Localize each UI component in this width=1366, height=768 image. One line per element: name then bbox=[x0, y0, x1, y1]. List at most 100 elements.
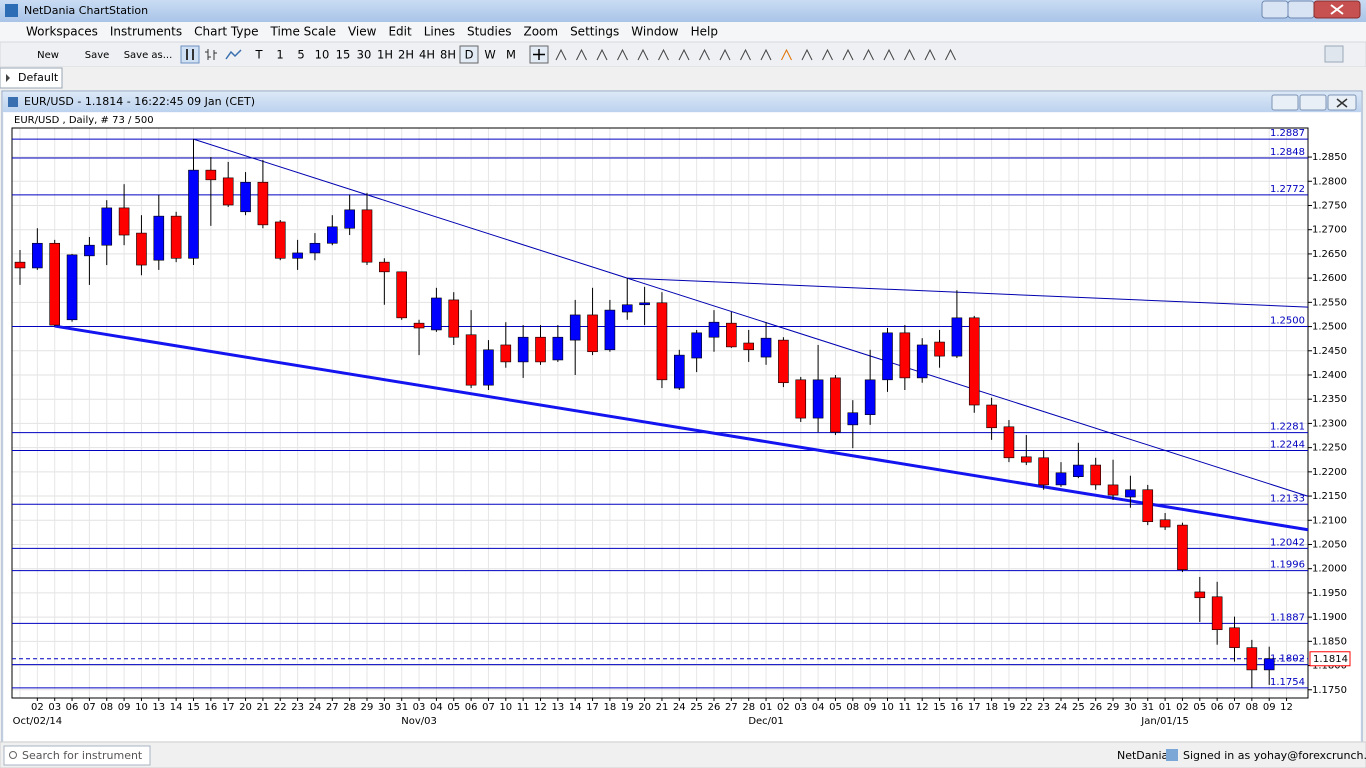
timescale-button[interactable]: W bbox=[484, 48, 495, 62]
x-tick-label: 27 bbox=[326, 702, 339, 713]
candle-body bbox=[760, 337, 772, 358]
tool-icon[interactable] bbox=[863, 48, 874, 61]
tab[interactable] bbox=[0, 67, 63, 89]
candle-body bbox=[569, 314, 581, 341]
timescale-button[interactable]: 1H bbox=[377, 48, 393, 62]
y-tick-label: 1.2200 bbox=[1312, 467, 1347, 478]
timescale-button[interactable]: 15 bbox=[336, 48, 351, 62]
candle-body bbox=[1125, 489, 1136, 498]
timescale-button[interactable]: 8H bbox=[440, 48, 456, 62]
y-tick-label: 1.2350 bbox=[1312, 394, 1347, 405]
candle-body bbox=[465, 334, 477, 386]
line-icon[interactable] bbox=[225, 49, 242, 60]
timescale-button[interactable]: 10 bbox=[315, 48, 330, 62]
x-tick-label: 07 bbox=[1228, 702, 1241, 713]
x-tick-label: 10 bbox=[135, 702, 148, 713]
search-box[interactable] bbox=[3, 745, 151, 766]
y-tick-label: 1.2500 bbox=[1312, 322, 1347, 333]
tool-icon[interactable] bbox=[699, 48, 710, 61]
menu-item[interactable]: Workspaces bbox=[26, 25, 98, 39]
toolbar-button[interactable]: Save as... bbox=[124, 50, 173, 61]
x-tick-label: 23 bbox=[291, 702, 304, 713]
menu-item[interactable]: Chart Type bbox=[194, 25, 258, 39]
menu-item[interactable]: Help bbox=[691, 25, 718, 39]
crosshair-icon[interactable] bbox=[533, 49, 545, 60]
menu-item[interactable]: Studies bbox=[467, 25, 512, 39]
menu-item[interactable]: Settings bbox=[570, 25, 619, 39]
candle-body bbox=[673, 354, 685, 389]
panel-toggle[interactable] bbox=[1324, 45, 1344, 63]
timescale-button[interactable]: 4H bbox=[419, 48, 435, 62]
candle-body bbox=[934, 341, 945, 357]
menu-item[interactable]: Lines bbox=[424, 25, 455, 39]
candle-body bbox=[639, 302, 650, 306]
menu-item[interactable]: Zoom bbox=[523, 25, 558, 39]
tool-icon[interactable] bbox=[555, 48, 567, 61]
x-tick-label: 30 bbox=[378, 702, 391, 713]
candle-body bbox=[621, 304, 633, 313]
y-tick-label: 1.2250 bbox=[1312, 443, 1347, 454]
chart-minimize[interactable] bbox=[1271, 94, 1299, 111]
tool-icon[interactable] bbox=[883, 48, 895, 61]
timescale-button[interactable]: D bbox=[465, 48, 474, 62]
candle-body bbox=[344, 209, 355, 229]
chart-restore[interactable] bbox=[1299, 94, 1327, 111]
tool-icon[interactable] bbox=[760, 48, 772, 61]
toolbar-button-selected[interactable] bbox=[180, 45, 200, 64]
tool-icon[interactable] bbox=[781, 48, 792, 61]
x-tick-label: 24 bbox=[673, 702, 686, 713]
x-tick-label: 28 bbox=[742, 702, 755, 713]
toolbar-button[interactable]: Save bbox=[85, 50, 110, 61]
tool-icon[interactable] bbox=[822, 48, 833, 61]
menu-item[interactable]: Instruments bbox=[110, 25, 182, 39]
tool-icon[interactable] bbox=[801, 48, 813, 61]
tool-icon[interactable] bbox=[678, 48, 690, 61]
timescale-button[interactable]: 5 bbox=[297, 48, 304, 62]
minimize-button[interactable] bbox=[1261, 0, 1289, 19]
tool-icon[interactable] bbox=[904, 48, 915, 61]
tool-icon[interactable] bbox=[596, 48, 608, 61]
tool-icon[interactable] bbox=[740, 48, 751, 61]
candle-body bbox=[795, 379, 807, 419]
candle-body bbox=[535, 336, 546, 363]
trendline bbox=[54, 324, 1309, 532]
menu-item[interactable]: Time Scale bbox=[269, 25, 335, 39]
timescale-button[interactable]: T bbox=[254, 48, 263, 62]
tool-icon[interactable] bbox=[719, 48, 731, 61]
bar-icon[interactable] bbox=[205, 49, 217, 60]
level-label: 1.1754 bbox=[1270, 677, 1305, 688]
candle-body bbox=[136, 232, 147, 266]
timescale-button[interactable]: 1 bbox=[276, 48, 283, 62]
tool-icon[interactable] bbox=[576, 48, 587, 61]
search-placeholder[interactable]: Search for instrument bbox=[22, 749, 143, 762]
tool-icon[interactable] bbox=[617, 48, 628, 61]
timescale-selected[interactable] bbox=[459, 45, 479, 64]
menu-item[interactable]: Window bbox=[631, 25, 679, 39]
tool-icon[interactable] bbox=[842, 48, 854, 61]
tool-icon[interactable] bbox=[658, 48, 669, 61]
maximize-button[interactable] bbox=[1287, 0, 1315, 19]
timescale-button[interactable]: 2H bbox=[398, 48, 414, 62]
toolbar-items: New Save Save as... T 1 5 10 15 30 1H 2H 4H 8H D W M bbox=[37, 45, 956, 64]
candle-body bbox=[691, 332, 702, 359]
chart-close-icon bbox=[1336, 98, 1348, 108]
menu-item[interactable]: View bbox=[348, 25, 377, 39]
toolbar-button[interactable]: New bbox=[37, 50, 59, 61]
candle-body bbox=[1177, 524, 1188, 570]
timescale-button[interactable]: 30 bbox=[357, 48, 372, 62]
candle-body bbox=[101, 207, 113, 246]
level-label: 1.2042 bbox=[1270, 537, 1305, 548]
x-tick-label: 21 bbox=[257, 702, 270, 713]
tool-icon[interactable] bbox=[945, 48, 956, 61]
x-tick-label: 24 bbox=[309, 702, 322, 713]
x-tick-label: 02 bbox=[777, 702, 790, 713]
x-tick-label: 14 bbox=[569, 702, 582, 713]
timescale-button[interactable]: M bbox=[506, 48, 516, 62]
candle-body bbox=[916, 344, 928, 379]
candle-body bbox=[899, 332, 911, 379]
tab-label[interactable]: Default bbox=[18, 71, 59, 84]
menu-item[interactable]: Edit bbox=[388, 25, 412, 39]
tool-icon[interactable] bbox=[637, 48, 649, 61]
tool-icon[interactable] bbox=[924, 48, 936, 61]
